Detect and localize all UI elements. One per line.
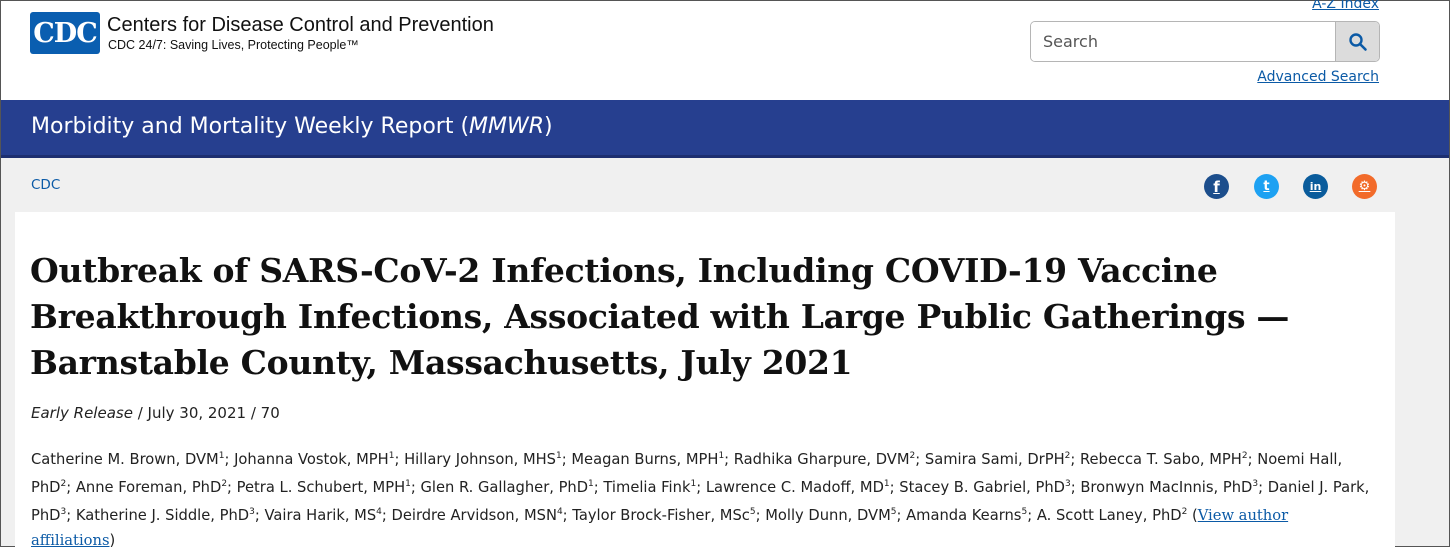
search-input[interactable] — [1031, 22, 1335, 61]
author-affiliation-number: 3 — [1064, 478, 1071, 489]
banner-title-prefix: Morbidity and Mortality Weekly Report ( — [31, 114, 470, 139]
author-name: Johanna Vostok, MPH — [234, 450, 389, 468]
banner-title[interactable]: Morbidity and Mortality Weekly Report (M… — [31, 114, 553, 139]
author-affiliation-number: 1 — [405, 478, 411, 489]
linkedin-glyph: in — [1309, 180, 1322, 193]
author-name: Molly Dunn, DVM — [765, 506, 891, 524]
author-name: Samira Sami, DrPH — [924, 450, 1065, 468]
author-affiliation-number: 3 — [1252, 478, 1259, 489]
article-content: Outbreak of SARS-CoV-2 Infections, Inclu… — [15, 212, 1395, 547]
view-author-affiliations-link[interactable]: View author affiliations — [31, 506, 1289, 547]
release-info: Early Release / July 30, 2021 / 70 — [31, 404, 280, 422]
tagline: CDC 24/7: Saving Lives, Protecting Peopl… — [108, 38, 359, 52]
author-list: Catherine M. Brown, DVM1; Johanna Vostok… — [31, 450, 1370, 547]
author-affiliation-number: 4 — [376, 506, 382, 517]
author-name: Rebecca T. Sabo, MPH — [1079, 450, 1242, 468]
cdc-logo[interactable]: CDC — [30, 12, 100, 54]
breadcrumb-cdc[interactable]: CDC — [31, 177, 61, 193]
syndicate-glyph: ⚙ — [1358, 179, 1371, 194]
author-name: Amanda Kearns — [906, 506, 1022, 524]
author-affiliation-number: 5 — [749, 506, 756, 517]
author-affiliation-number: 2 — [909, 451, 916, 461]
author-affiliation-number: 2 — [1064, 451, 1071, 461]
author-affiliation-number: 1 — [883, 478, 890, 489]
facebook-icon[interactable]: f — [1204, 174, 1229, 199]
advanced-search-link[interactable]: Advanced Search — [1257, 69, 1379, 85]
author-affiliation-number: 5 — [890, 506, 897, 517]
author-name: Meagan Burns, MPH — [571, 450, 719, 468]
banner-title-suffix: ) — [544, 114, 553, 139]
author-name: Vaira Harik, MS — [264, 506, 377, 524]
search-button[interactable] — [1335, 22, 1379, 61]
facebook-glyph: f — [1213, 177, 1220, 196]
author-name: Lawrence C. Madoff, MD — [705, 478, 884, 496]
author-affiliation-number: 4 — [556, 506, 563, 517]
twitter-glyph: t — [1263, 179, 1270, 194]
author-name: Deirdre Arvidson, MSN — [391, 506, 557, 524]
author-affiliation-number: 2 — [60, 478, 67, 489]
linkedin-icon[interactable]: in — [1303, 174, 1328, 199]
author-affiliation-number: 1 — [388, 451, 395, 461]
author-affiliation-number: 2 — [221, 478, 228, 489]
site-header: CDC Centers for Disease Control and Prev… — [1, 0, 1449, 100]
author-name: Daniel J. Park, PhD — [31, 478, 1370, 524]
author-affiliation-number: 1 — [556, 451, 562, 461]
author-name: Petra L. Schubert, MPH — [236, 478, 406, 496]
author-name: A. Scott Laney, PhD — [1036, 506, 1182, 524]
author-affiliation-number: 5 — [1021, 506, 1028, 517]
author-name: Timelia Fink — [603, 478, 691, 496]
author-name: Glen R. Gallagher, PhD — [420, 478, 589, 496]
author-name: Radhika Gharpure, DVM — [733, 450, 910, 468]
author-affiliation-number: 2 — [1181, 506, 1188, 517]
search-icon — [1348, 32, 1367, 51]
author-name: Stacey B. Gabriel, PhD — [899, 478, 1065, 496]
author-affiliation-number: 1 — [588, 478, 594, 489]
author-name: Catherine M. Brown, DVM — [31, 450, 219, 468]
author-affiliation-number: 1 — [690, 478, 697, 489]
twitter-icon[interactable]: t — [1254, 174, 1279, 199]
author-name: Noemi Hall, PhD — [31, 450, 1343, 496]
author-name: Bronwyn MacInnis, PhD — [1080, 478, 1253, 496]
search-box — [1030, 21, 1380, 62]
author-name: Taylor Brock-Fisher, MSc — [572, 506, 750, 524]
author-name: Hillary Johnson, MHS — [404, 450, 557, 468]
org-name[interactable]: Centers for Disease Control and Preventi… — [107, 14, 494, 36]
syndicate-icon[interactable]: ⚙ — [1352, 174, 1377, 199]
article-title: Outbreak of SARS-CoV-2 Infections, Inclu… — [30, 251, 1290, 382]
author-affiliation-number: 3 — [249, 506, 255, 517]
author-affiliation-number: 2 — [1241, 451, 1248, 461]
author-affiliation-number: 1 — [718, 451, 725, 461]
author-name: Katherine J. Siddle, PhD — [75, 506, 250, 524]
author-affiliation-number: 1 — [218, 451, 225, 461]
logo-text: CDC — [33, 17, 97, 49]
author-affiliation-number: 3 — [60, 506, 67, 517]
az-index-link[interactable]: A-Z Index — [1312, 0, 1379, 12]
release-label: Early Release — [31, 404, 133, 422]
release-date: / July 30, 2021 / 70 — [132, 404, 280, 422]
banner-title-abbrev: MMWR — [469, 114, 545, 139]
mmwr-banner: Morbidity and Mortality Weekly Report (M… — [1, 100, 1449, 158]
author-name: Anne Foreman, PhD — [75, 478, 222, 496]
